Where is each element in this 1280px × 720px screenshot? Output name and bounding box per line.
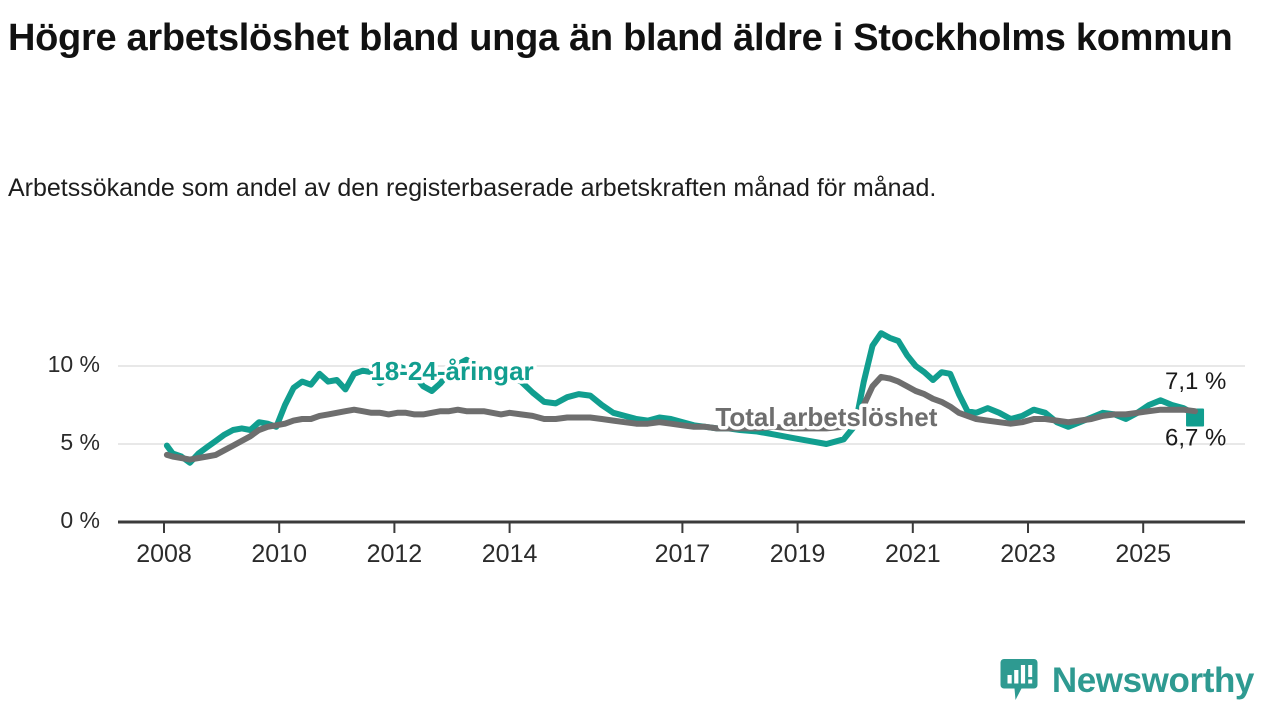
page-subtitle: Arbetssökande som andel av den registerb… [8, 174, 937, 202]
chart-container: 0 % 5 % 10 % 18-24-åringar 18-24-åringar Tot… [0, 300, 1280, 590]
x-axis-tick-label: 2023 [1000, 540, 1056, 568]
series-label-18-24-ringar: 18-24-åringar [370, 356, 533, 386]
x-axis-tick-label: 2025 [1115, 540, 1171, 568]
y-axis-tick-label: 0 % [60, 507, 100, 533]
bar-chart-speech-bubble-icon [1000, 659, 1038, 700]
series-label-total-arbetsl-shet: Total arbetslöshet [715, 402, 937, 432]
x-axis-tick-label: 2010 [251, 540, 307, 568]
series-lines [163, 330, 1205, 466]
end-value-label: 6,7 % [1165, 424, 1226, 451]
brand-name: Newsworthy [1051, 660, 1255, 700]
x-axis-tick-label: 2021 [885, 540, 941, 568]
series-label-halo: Total arbetslöshet [715, 402, 937, 432]
newsworthy-logo: Newsworthy [1000, 658, 1254, 702]
series-line-18-24-ringar [163, 330, 1198, 466]
x-axis-tick-label: 2012 [367, 540, 423, 568]
axes: 2008 2010 2012 2014 2017 2019 2021 2023 2025 [118, 520, 1245, 568]
y-axis-tick-label: 5 % [60, 429, 100, 455]
line-chart: 0 % 5 % 10 % 18-24-åringar18-24-åringarTot… [48, 330, 1245, 568]
end-value-labels: 7,1 % 6,7 % [1165, 368, 1226, 451]
y-axis-tick-label: 10 % [48, 351, 100, 377]
x-axis-tick-label: 2008 [136, 540, 192, 568]
series-label-halo: 18-24-åringar [370, 356, 533, 386]
end-value-label: 7,1 % [1165, 368, 1226, 395]
series-line-total-arbetsl-shet [163, 373, 1198, 463]
gridlines: 0 % 5 % 10 % [48, 351, 1245, 533]
x-axis-tick-label: 2014 [482, 540, 538, 568]
page-title: Högre arbetslöshet bland unga än bland ä… [8, 17, 1233, 59]
x-axis-tick-label: 2019 [770, 540, 826, 568]
x-axis-tick-label: 2017 [655, 540, 711, 568]
